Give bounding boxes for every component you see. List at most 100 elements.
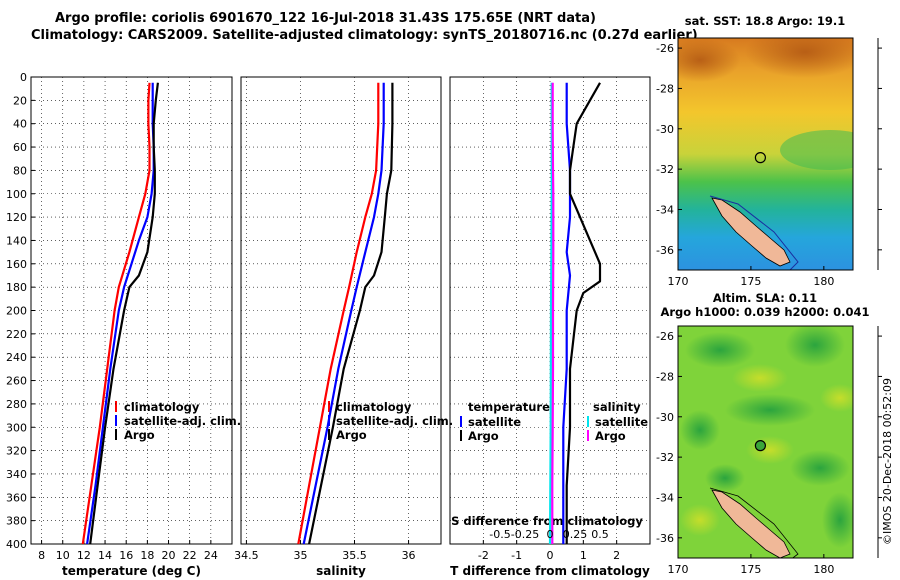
difference-profile-xlabel: T difference from climatology [450,564,650,578]
y-tick-label: 140 [6,234,27,247]
map-y-tick-label: -28 [656,82,674,95]
top-tick-label: -0.5 [489,528,510,541]
series-line-argo [308,82,394,545]
sla-map-subtitle: Argo h1000: 0.039 h2000: 0.041 [660,305,869,319]
legend-label-argo: Argo [124,428,155,442]
map-x-tick-label: 170 [668,563,689,576]
x-tick-label: 35.5 [342,549,367,562]
legend-label-argo: Argo [336,428,367,442]
sst-argo-marker [754,152,766,164]
legend-label-clim: climatology [124,400,200,414]
map-x-tick-label: 175 [740,563,761,576]
y-tick-label: 380 [6,515,27,528]
y-tick-label: 360 [6,491,27,504]
y-tick-label: 80 [13,164,27,177]
sla-map-image [678,326,853,558]
x-tick-label: 35 [293,549,307,562]
x-tick-label: 22 [183,549,197,562]
series-line-argo [89,82,159,545]
imos-credit: ©IMOS 20-Dec-2018 00:52:09 [881,378,894,545]
y-tick-label: 320 [6,445,27,458]
map-y-tick-label: -30 [656,123,674,136]
s-difference-label: S difference from climatology [451,514,643,528]
x-tick-label: 10 [56,549,70,562]
y-tick-label: 100 [6,188,27,201]
y-tick-label: 0 [20,71,27,84]
x-tick-label: -2 [478,549,489,562]
map-x-tick-label: 170 [668,275,689,288]
map-y-tick-label: -26 [656,330,674,343]
series-line-temperature-argo [565,82,602,544]
temperature-profile-xlabel: temperature (deg C) [62,564,201,578]
salinity-profile-frame [240,76,442,545]
map-y-tick-label: -34 [656,491,674,504]
map-y-tick-label: -36 [656,532,674,545]
y-tick-label: 180 [6,281,27,294]
legend-label-sat: satellite-adj. clim. [124,414,241,428]
top-tick-label: 0.25 [563,528,588,541]
y-tick-label: 40 [13,118,27,131]
legend-title-salinity: salinity [593,400,641,414]
series-line-salinity-satellite [548,82,553,545]
top-tick-label: 0.5 [591,528,609,541]
title-line-1: Argo profile: coriolis 6901670_122 16-Ju… [55,11,596,26]
y-tick-label: 120 [6,211,27,224]
legend-title-temperature: temperature [468,400,550,414]
y-tick-label: 300 [6,421,27,434]
salinity-profile-axes: 34.5 35 35.5 36 salinity [234,76,442,578]
salinity-profile-xlabel: salinity [316,564,366,578]
map-y-tick-label: -28 [656,370,674,383]
map-y-tick-label: -32 [656,451,674,464]
y-tick-label: 340 [6,468,27,481]
x-tick-label: -1 [511,549,522,562]
x-tick-label: 8 [38,549,45,562]
legend-label-s-sat: satellite [595,415,648,429]
salinity-legend: climatology satellite-adj. clim. Argo [328,400,453,442]
legend-label-sat: satellite-adj. clim. [336,414,453,428]
legend-label-t-sat: satellite [468,415,521,429]
map-y-tick-label: -30 [656,411,674,424]
map-y-tick-label: -34 [656,203,674,216]
map-y-tick-label: -36 [656,244,674,257]
x-tick-label: 1 [580,549,587,562]
y-tick-label: 260 [6,375,27,388]
y-tick-label: 60 [13,141,27,154]
sla-argo-marker [754,440,766,452]
x-tick-label: 20 [162,549,176,562]
x-tick-label: 12 [77,549,91,562]
legend-label-s-argo: Argo [595,429,626,443]
series-line-climatology [81,82,151,545]
map-x-tick-label: 180 [813,275,834,288]
y-tick-label: 160 [6,258,27,271]
map-x-tick-label: 180 [813,563,834,576]
difference-legend: temperature satellite Argo salinity sate… [460,400,648,443]
sst-map-title: sat. SST: 18.8 Argo: 19.1 [685,14,845,28]
y-tick-label: 240 [6,351,27,364]
series-line-climatology [297,82,380,545]
x-tick-label: 24 [204,549,218,562]
difference-profile-axes: -2 -1 0 1 2 T difference from climatology -0.5… [449,76,651,578]
sst-map-image [678,38,853,270]
top-tick-label: -0.25 [511,528,539,541]
x-tick-label: 14 [98,549,112,562]
y-tick-label: 200 [6,305,27,318]
x-tick-label: 0 [547,549,554,562]
series-line-satellite-adj-clim- [86,82,155,545]
series-line-salinity-argo [551,82,555,544]
series-line-temperature-satellite [562,82,572,544]
legend-label-clim: climatology [336,400,412,414]
y-tick-label: 20 [13,94,27,107]
sst-map-frame [677,37,854,271]
series-line-satellite-adj-clim- [302,82,385,545]
map-y-tick-label: -26 [656,42,674,55]
legend-label-t-argo: Argo [468,429,499,443]
y-tick-label: 280 [6,398,27,411]
sla-map-frame [677,325,854,559]
x-tick-label: 34.5 [234,549,259,562]
x-tick-label: 2 [613,549,620,562]
map-y-tick-label: -32 [656,163,674,176]
x-tick-label: 16 [119,549,133,562]
top-tick-label: 0 [547,528,554,541]
